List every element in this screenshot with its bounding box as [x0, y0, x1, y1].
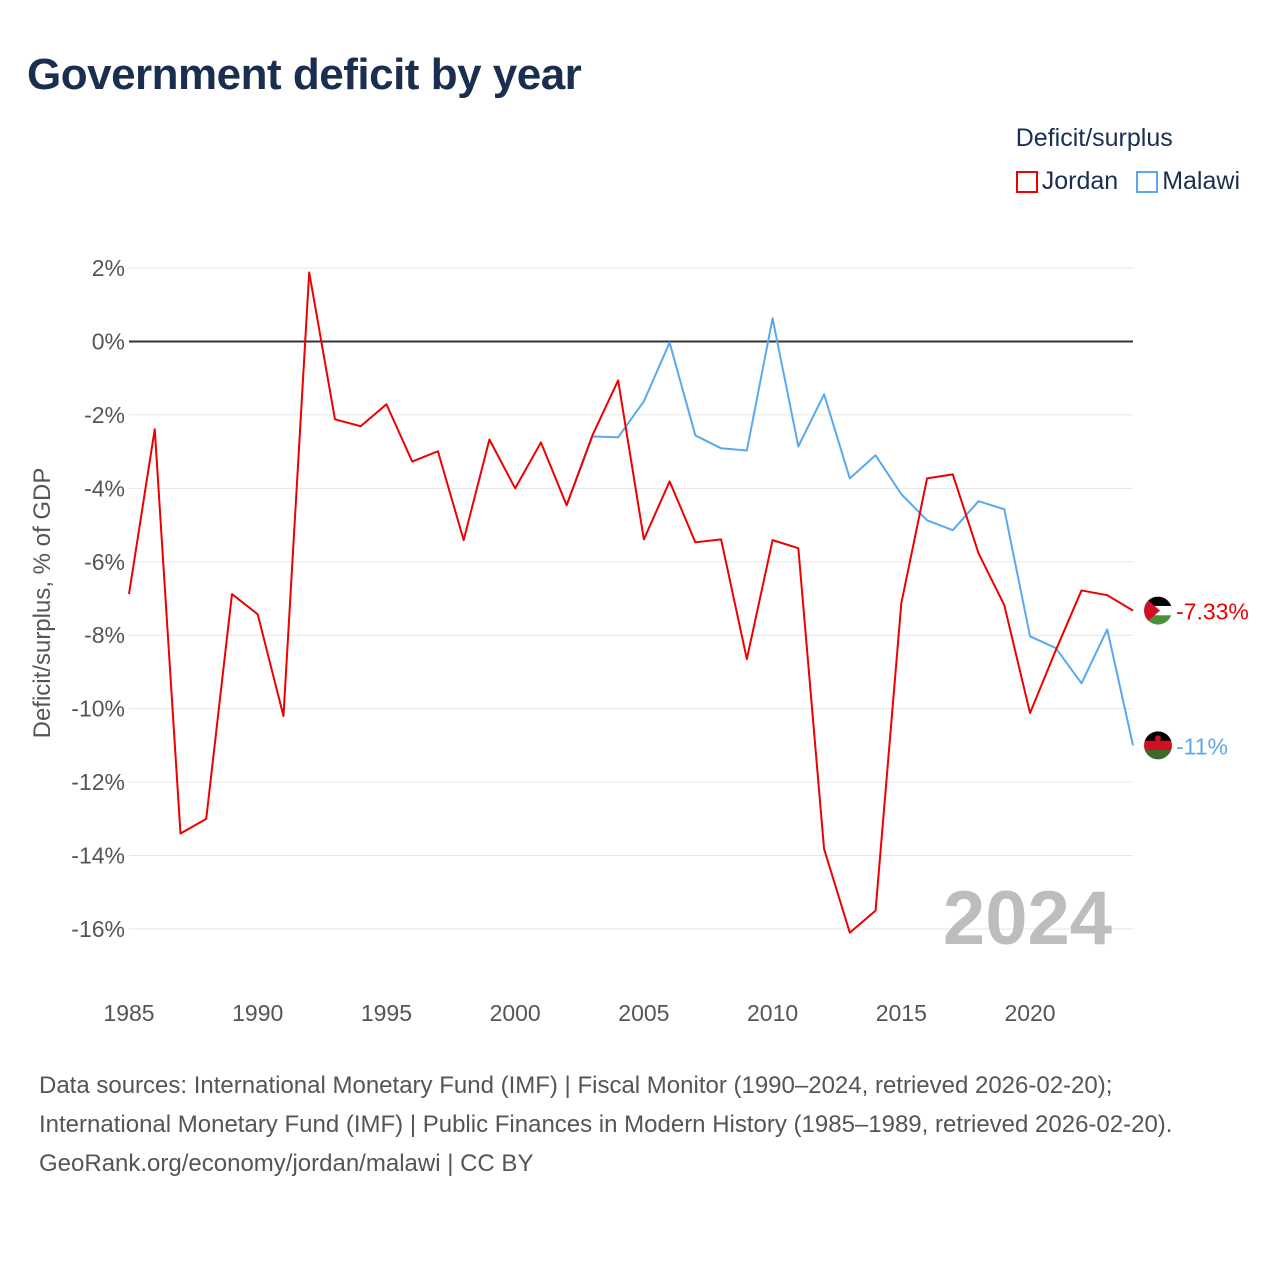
y-tick-label: -12% — [71, 769, 125, 795]
x-tick-label: 2000 — [490, 1000, 541, 1026]
y-tick-label: 2% — [92, 255, 125, 281]
flag-stripe — [1144, 615, 1172, 625]
y-axis-label: Deficit/surplus, % of GDP — [29, 468, 56, 739]
flag-stripe — [1144, 750, 1172, 760]
y-tick-label: -6% — [84, 549, 125, 575]
x-tick-label: 1990 — [232, 1000, 283, 1026]
year-watermark: 2024 — [943, 876, 1112, 961]
x-tick-label: 1985 — [103, 1000, 154, 1026]
x-tick-label: 1995 — [361, 1000, 412, 1026]
x-tick-label: 2005 — [618, 1000, 669, 1026]
series-line-malawi — [565, 317, 1134, 746]
legend-label-malawi: Malawi — [1162, 167, 1240, 195]
x-tick-label: 2020 — [1004, 1000, 1055, 1026]
x-tick-label: 2015 — [876, 1000, 927, 1026]
legend-item-jordan[interactable]: Jordan — [1015, 167, 1119, 196]
flag-triangle — [1144, 596, 1160, 625]
y-tick-label: -4% — [84, 475, 125, 501]
flag-malawi-icon — [1144, 731, 1172, 760]
flag-stripe — [1144, 596, 1172, 607]
flag-jordan-icon — [1144, 596, 1172, 625]
footer: Data sources: International Monetary Fun… — [39, 1066, 1239, 1183]
legend-item-malawi[interactable]: Malawi — [1136, 167, 1240, 196]
y-tick-label: -16% — [71, 916, 125, 942]
end-label-malawi: -11% — [1176, 733, 1228, 759]
legend-swatch-jordan — [1015, 170, 1038, 193]
y-tick-label: 0% — [92, 328, 125, 354]
data-sources: Data sources: International Monetary Fun… — [39, 1072, 1173, 1138]
legend-swatch-malawi — [1136, 170, 1159, 193]
y-tick-label: -10% — [71, 696, 125, 722]
y-tick-label: -8% — [84, 622, 125, 648]
x-tick-label: 2010 — [747, 1000, 798, 1026]
y-tick-label: -2% — [84, 402, 125, 428]
series-line-jordan — [128, 271, 1134, 934]
legend-label-jordan: Jordan — [1041, 167, 1119, 195]
legend: Deficit/surplus Jordan Malawi — [1015, 124, 1240, 196]
end-label-jordan: -7.33% — [1176, 599, 1249, 625]
flag-stripe — [1144, 740, 1172, 751]
chart-title: Government deficit by year — [27, 50, 582, 99]
y-tick-label: -14% — [71, 843, 125, 869]
legend-title: Deficit/surplus — [1015, 124, 1173, 152]
flag-sun — [1155, 735, 1161, 742]
credit-link[interactable]: GeoRank.org/economy/jordan/malawi | CC B… — [39, 1150, 534, 1177]
